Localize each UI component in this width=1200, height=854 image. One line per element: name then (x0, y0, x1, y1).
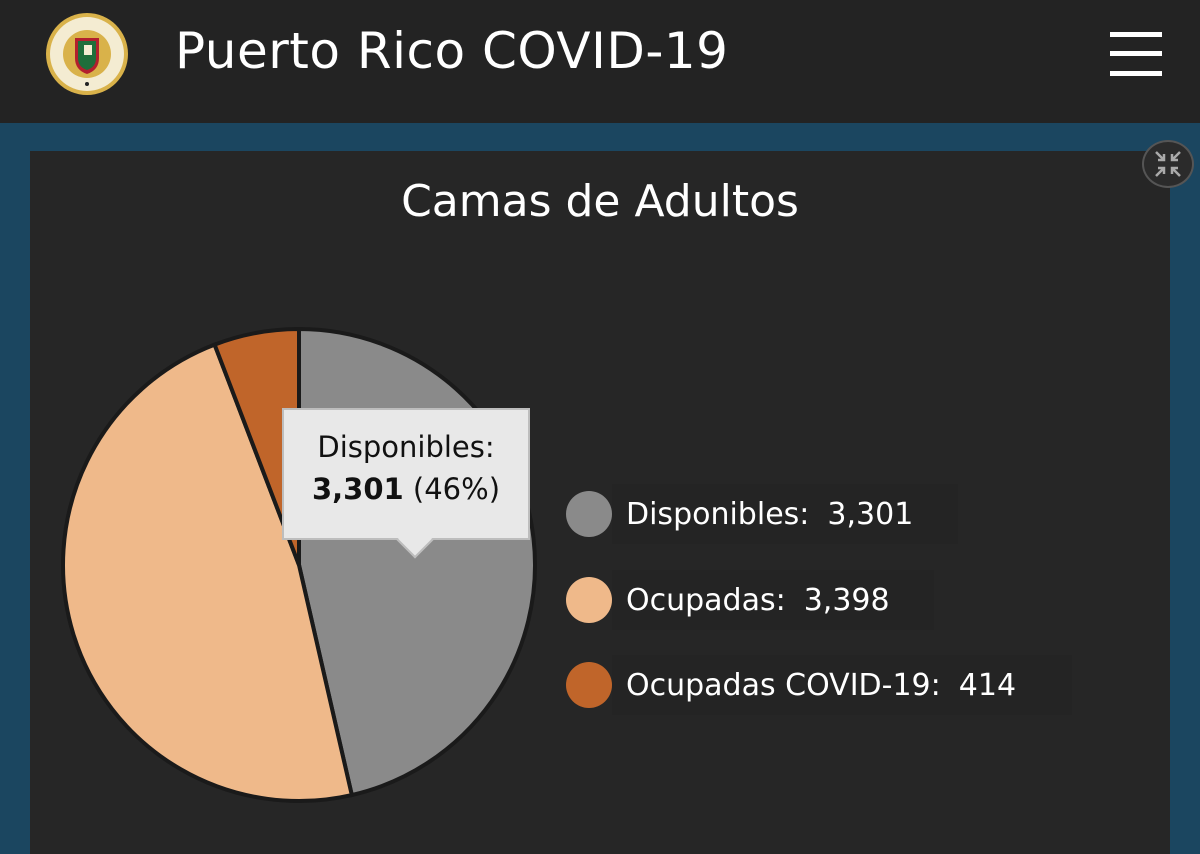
tooltip-percent: (46%) (412, 472, 501, 506)
chart-tooltip: Disponibles: 3,301 (46%) (282, 408, 530, 559)
legend-highlight-1 (612, 484, 958, 544)
legend-highlight-2 (612, 570, 934, 630)
legend-label: Ocupadas COVID-19: (626, 667, 941, 703)
legend-value: 3,301 (827, 496, 914, 532)
top-bar: Puerto Rico COVID-19 (0, 0, 1200, 123)
pie-slice-ocupadas-covid[interactable] (212, 326, 301, 566)
legend-label: Ocupadas: (626, 582, 786, 618)
legend-label: Disponibles: (626, 496, 810, 532)
legend-item-ocupadas[interactable]: Ocupadas: 3,398 (566, 570, 890, 630)
tooltip-value-line: 3,301 (46%) (284, 472, 528, 506)
legend-value: 414 (958, 667, 1017, 703)
chart-title: Camas de Adultos (401, 176, 799, 227)
pie-chart (61, 326, 537, 803)
tooltip-label: Disponibles: (317, 430, 495, 464)
hamburger-menu-icon[interactable] (1105, 28, 1165, 80)
legend-highlight-3 (612, 655, 1072, 715)
government-seal-logo (46, 13, 128, 95)
legend-item-disponibles[interactable]: Disponibles: 3,301 (566, 484, 913, 544)
legend-value: 3,398 (803, 582, 890, 618)
collapse-arrows-icon[interactable] (1142, 140, 1194, 188)
legend-swatch (566, 662, 612, 708)
legend-swatch (566, 577, 612, 623)
tooltip-value: 3,301 (311, 472, 404, 506)
pie-slice-ocupadas[interactable] (61, 342, 355, 803)
legend-item-ocupadas-covid[interactable]: Ocupadas COVID-19: 414 (566, 655, 1016, 715)
legend-swatch (566, 491, 612, 537)
app-title: Puerto Rico COVID-19 (175, 22, 729, 80)
